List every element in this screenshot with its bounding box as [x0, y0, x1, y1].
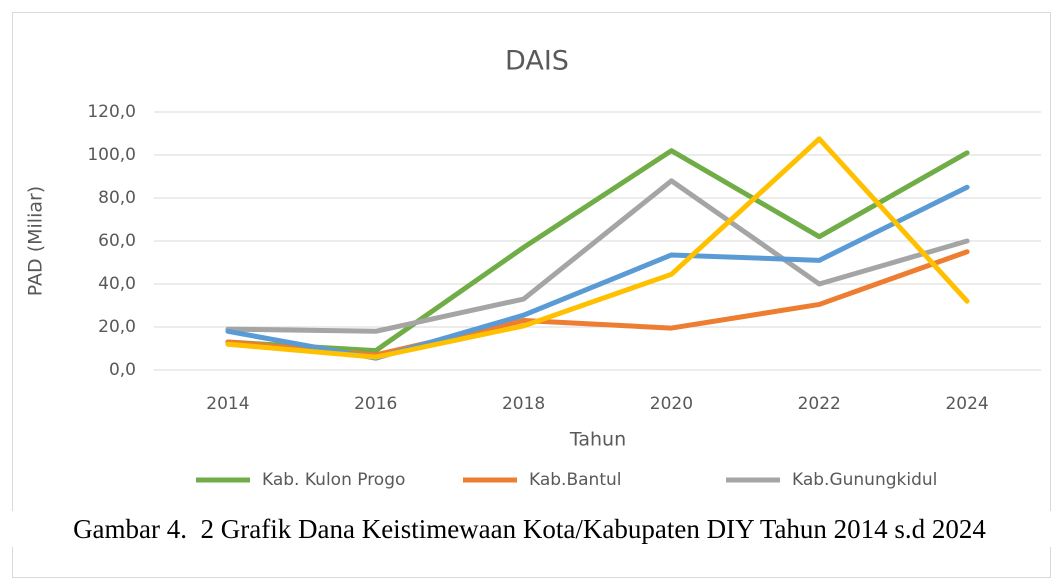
y-tick-label: 100,0: [87, 145, 136, 165]
x-tick-label: 2018: [502, 394, 545, 414]
x-tick-label: 2016: [354, 394, 397, 414]
series-line: [225, 178, 970, 334]
x-tick-label: 2020: [650, 394, 693, 414]
series-line: [225, 136, 970, 360]
y-tick-label: 40,0: [98, 274, 136, 294]
x-tick-label: 2022: [798, 394, 841, 414]
chart-title: DAIS: [505, 46, 569, 77]
legend-label: Kab.Gunungkidul: [792, 470, 937, 490]
y-axis-label: PAD (Miliar): [25, 186, 47, 296]
x-tick-label: 2014: [206, 394, 249, 414]
y-tick-label: 0,0: [109, 360, 136, 380]
y-tick-label: 120,0: [87, 102, 136, 122]
figure-caption: Gambar 4. 2 Grafik Dana Keistimewaan Kot…: [0, 511, 1059, 547]
x-axis-label: Tahun: [569, 429, 626, 451]
y-tick-label: 60,0: [98, 231, 136, 251]
y-tick-label: 20,0: [98, 317, 136, 337]
legend-label: Kab.Bantul: [529, 470, 621, 490]
series-line: [225, 148, 970, 354]
legend-label: Kab. Kulon Progo: [262, 470, 405, 490]
x-tick-label: 2024: [945, 394, 988, 414]
y-tick-label: 80,0: [98, 188, 136, 208]
